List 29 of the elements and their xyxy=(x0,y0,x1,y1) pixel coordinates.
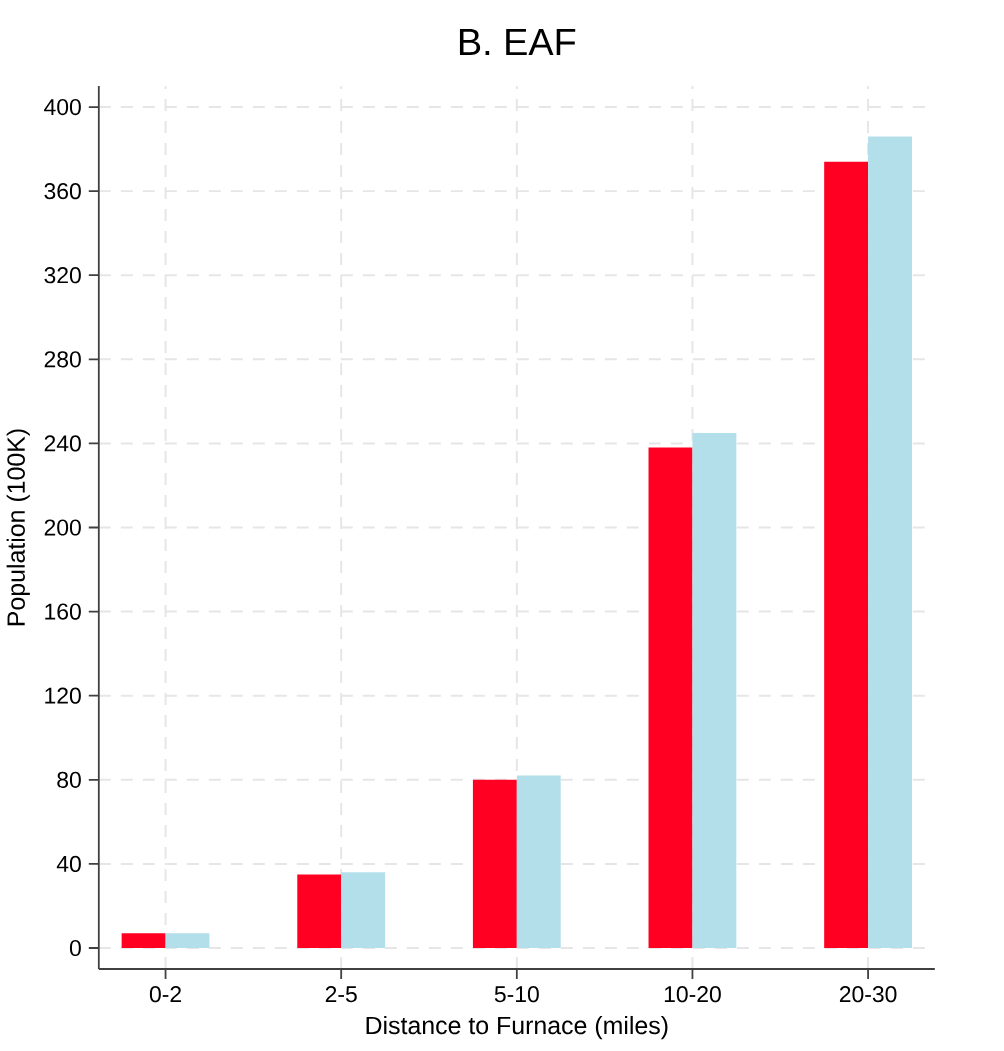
bar xyxy=(297,874,342,948)
y-tick-label: 120 xyxy=(45,687,82,704)
y-tick-label: 320 xyxy=(44,267,82,284)
x-tick-label: 0-2 xyxy=(150,986,182,1003)
bar xyxy=(824,161,869,948)
y-tick-label: 280 xyxy=(44,351,82,368)
x-axis-title: Distance to Furnace (miles) xyxy=(366,1015,668,1040)
bar xyxy=(121,933,166,948)
y-tick-label: 360 xyxy=(44,183,82,200)
bar xyxy=(473,779,518,948)
y-tick-label: 80 xyxy=(57,771,82,788)
chart-title: B. EAF xyxy=(460,28,576,56)
bar xyxy=(868,136,913,948)
y-tick-label: 0 xyxy=(70,939,82,957)
x-tick-label: 10-20 xyxy=(665,986,722,1003)
x-tick-label: 5-10 xyxy=(495,986,540,1003)
bar xyxy=(341,872,386,948)
y-tick-label: 40 xyxy=(57,855,82,872)
y-tick-label: 400 xyxy=(44,98,82,116)
y-tick-label: 240 xyxy=(44,435,82,452)
x-tick-label: 20-30 xyxy=(840,986,897,1003)
y-tick-label: 200 xyxy=(44,519,82,536)
x-tick-label: 2-5 xyxy=(326,986,357,1003)
bar xyxy=(517,775,561,948)
bar xyxy=(692,432,737,948)
y-tick-label: 160 xyxy=(45,603,82,620)
y-axis-title: Population (100K) xyxy=(6,429,31,626)
bar xyxy=(648,447,693,948)
bar xyxy=(165,933,210,948)
